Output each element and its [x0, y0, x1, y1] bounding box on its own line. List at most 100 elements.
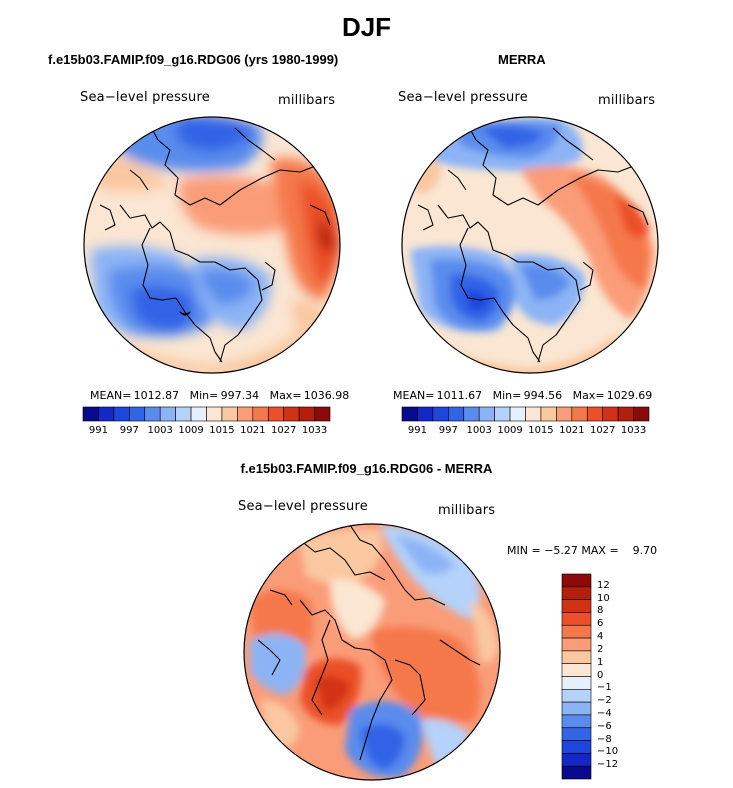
colorbar-swatch: [561, 663, 592, 677]
main-title: DJF: [341, 12, 392, 42]
panel-3-variable-label: Sea−level pressure: [238, 499, 368, 514]
colorbar-tick-label: −12: [597, 759, 619, 771]
colorbar-swatch: [561, 624, 592, 639]
colorbar-swatch: [561, 727, 592, 741]
panel-3-stats: MIN = −5.27 MAX = 9.70: [507, 544, 658, 557]
colorbar-difference-ticks: 12 10 8 6 4 2 1 0 −1 −2 −4 −6 −8 −10 −12: [597, 574, 637, 779]
colorbar-swatch: [561, 586, 592, 600]
colorbar-panel-1: [82, 406, 331, 422]
colorbar-panel-2-ticks: 991 997 1003 1009 1015 1021 1027 1033: [402, 425, 649, 439]
colorbar-tick-label: 1009: [497, 425, 523, 436]
panel-1-stats: MEAN= 1012.87 Min= 997.34 Max= 1036.98: [90, 389, 350, 402]
colorbar-swatch: [561, 637, 592, 652]
colorbar-swatch: [237, 406, 254, 422]
colorbar-panel-1-ticks: 991 997 1003 1009 1015 1021 1027 1033: [83, 425, 330, 439]
colorbar-swatch: [113, 406, 130, 422]
colorbar-swatch: [144, 406, 161, 422]
colorbar-swatch: [401, 406, 418, 422]
panel-3-title: f.e15b03.FAMIP.f09_g16.RDG06 - MERRA: [240, 461, 493, 476]
colorbar-difference: [561, 573, 592, 780]
colorbar-tick-label: 1027: [589, 425, 616, 436]
colorbar-swatch: [448, 406, 465, 422]
colorbar-swatch: [561, 701, 592, 716]
colorbar-tick-label: 1021: [240, 425, 266, 436]
colorbar-swatch: [561, 650, 592, 664]
colorbar-swatch: [283, 406, 300, 422]
colorbar-swatch: [561, 765, 592, 780]
colorbar-swatch: [561, 714, 592, 729]
colorbar-swatch: [561, 753, 592, 767]
colorbar-panel-2: [401, 406, 650, 422]
colorbar-swatch: [602, 406, 619, 422]
colorbar-swatch: [298, 406, 315, 422]
colorbar-swatch: [206, 406, 223, 422]
colorbar-swatch: [432, 406, 449, 422]
colorbar-swatch: [98, 406, 115, 422]
colorbar-swatch: [159, 406, 176, 422]
colorbar-tick-label: 997: [438, 425, 458, 436]
colorbar-tick-label: −6: [597, 720, 612, 732]
colorbar-tick-label: 4: [597, 631, 604, 643]
colorbar-swatch: [571, 406, 588, 422]
colorbar-swatch: [267, 406, 284, 422]
colorbar-tick-label: 6: [597, 618, 604, 630]
panel-1-title: f.e15b03.FAMIP.f09_g16.RDG06 (yrs 1980-1…: [48, 52, 339, 67]
colorbar-swatch: [314, 406, 331, 422]
colorbar-swatch: [82, 406, 99, 422]
colorbar-swatch: [509, 406, 526, 422]
panel-3-units-label: millibars: [438, 503, 496, 518]
colorbar-swatch: [417, 406, 434, 422]
colorbar-tick-label: −8: [597, 733, 612, 745]
colorbar-swatch: [617, 406, 634, 422]
colorbar-swatch: [561, 740, 592, 754]
colorbar-swatch: [561, 676, 592, 690]
panel-2-title: MERRA: [498, 52, 546, 67]
colorbar-swatch: [561, 612, 592, 626]
colorbar-swatch: [129, 406, 146, 422]
colorbar-tick-label: 8: [597, 605, 604, 617]
colorbar-tick-label: 1009: [178, 425, 204, 436]
colorbar-swatch: [561, 689, 592, 703]
colorbar-swatch: [561, 599, 592, 613]
colorbar-swatch: [175, 406, 192, 422]
colorbar-tick-label: −2: [597, 695, 612, 707]
colorbar-swatch: [556, 406, 573, 422]
colorbar-swatch: [252, 406, 269, 422]
colorbar-tick-label: 997: [119, 425, 139, 436]
colorbar-swatch: [540, 406, 557, 422]
colorbar-tick-label: 1021: [559, 425, 585, 436]
panel-1-variable-label: Sea−level pressure: [80, 90, 210, 105]
colorbar-tick-label: 1: [597, 656, 604, 668]
colorbar-tick-label: 991: [88, 425, 108, 436]
colorbar-swatch: [190, 406, 207, 422]
colorbar-tick-label: 10: [597, 592, 610, 604]
colorbar-tick-label: 1015: [528, 425, 554, 436]
panel-2-variable-label: Sea−level pressure: [398, 90, 528, 105]
colorbar-tick-label: 0: [597, 669, 604, 681]
colorbar-tick-label: −1: [597, 682, 612, 694]
panel-1-units-label: millibars: [278, 93, 336, 108]
colorbar-tick-label: 1033: [620, 425, 647, 436]
colorbar-swatch: [494, 406, 511, 422]
colorbar-swatch: [463, 406, 480, 422]
colorbar-swatch: [561, 573, 592, 588]
colorbar-tick-label: 991: [407, 425, 427, 436]
colorbar-tick-label: 1003: [466, 425, 492, 436]
colorbar-swatch: [221, 406, 238, 422]
colorbar-tick-label: 12: [597, 579, 610, 591]
panel-2-stats: MEAN= 1011.67 Min= 994.56 Max= 1029.69: [393, 389, 653, 402]
colorbar-tick-label: −10: [597, 746, 619, 758]
colorbar-swatch: [525, 406, 542, 422]
colorbar-swatch: [633, 406, 650, 422]
colorbar-tick-label: 2: [597, 643, 604, 655]
colorbar-tick-label: 1015: [209, 425, 235, 436]
colorbar-tick-label: 1003: [147, 425, 173, 436]
colorbar-swatch: [586, 406, 603, 422]
colorbar-tick-label: −4: [597, 707, 612, 719]
colorbar-tick-label: 1033: [301, 425, 328, 436]
colorbar-swatch: [478, 406, 495, 422]
panel-2-units-label: millibars: [598, 93, 656, 108]
